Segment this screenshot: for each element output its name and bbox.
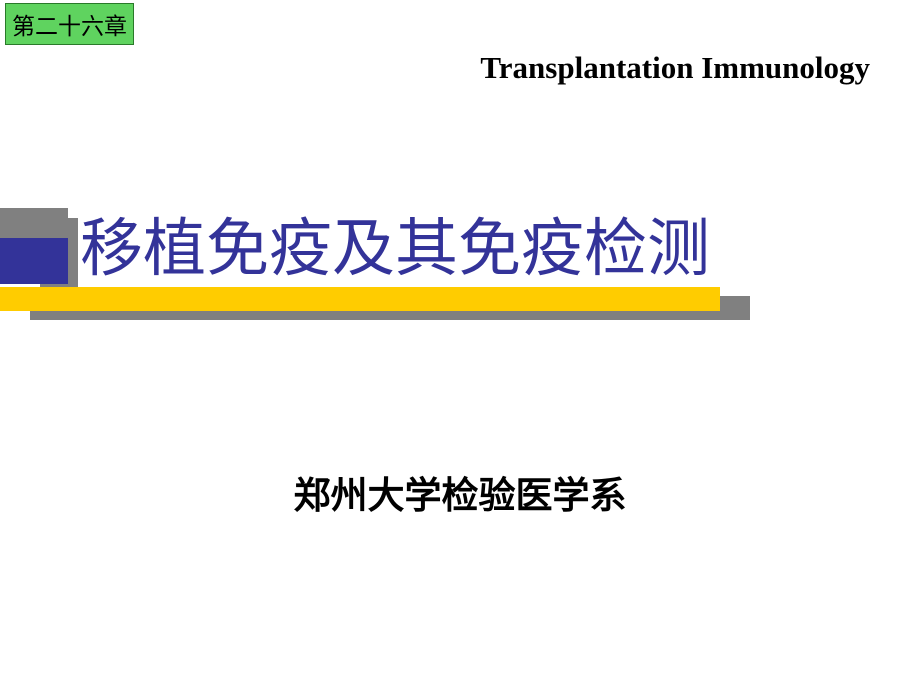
organization-name: 郑州大学检验医学系 bbox=[0, 465, 920, 519]
title-decoration-blue-block bbox=[0, 238, 68, 284]
title-decoration-gray-block bbox=[0, 208, 68, 238]
title-decoration-yellow-bar bbox=[0, 287, 720, 311]
chapter-badge: 第二十六章 bbox=[5, 3, 134, 45]
header-subtitle: Transplantation Immunology bbox=[480, 50, 870, 86]
main-title: 移植免疫及其免疫检测 bbox=[80, 198, 710, 289]
